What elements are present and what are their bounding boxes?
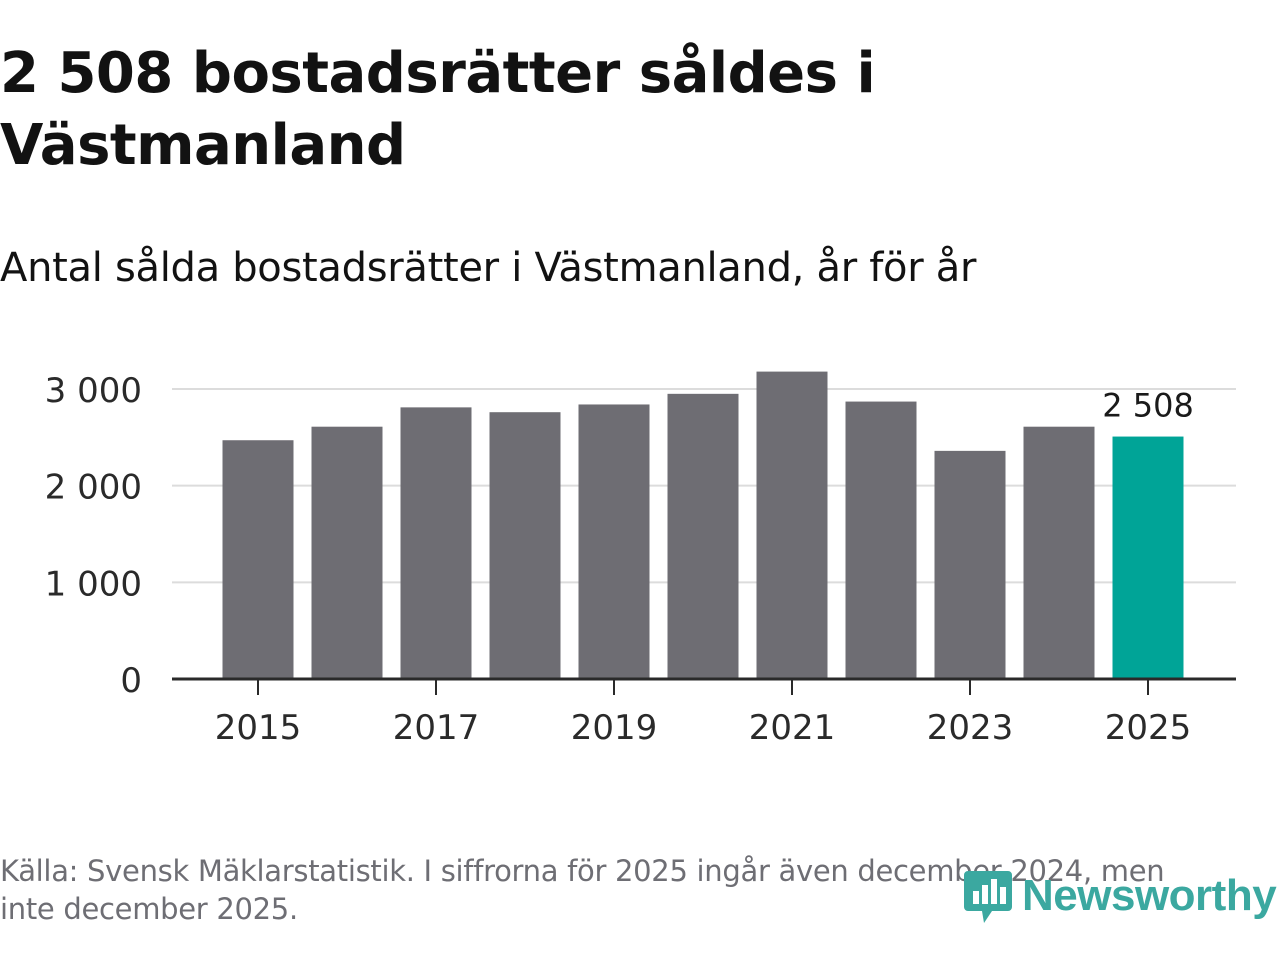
chart-title: 2 508 bostadsrätter såldes i Västmanland <box>0 41 876 178</box>
bars <box>222 371 1184 679</box>
bar-2017 <box>400 407 472 679</box>
x-tick-label: 2019 <box>571 708 658 748</box>
bar-2015 <box>222 440 294 679</box>
bar-2025 <box>1112 436 1184 679</box>
bar-2022 <box>845 401 917 679</box>
x-tick-label: 2023 <box>927 708 1014 748</box>
y-tick-label: 0 <box>120 661 142 701</box>
data-label-highlight: 2 508 <box>1102 387 1194 425</box>
x-axis <box>172 677 1236 695</box>
x-tick-label: 2015 <box>215 708 302 748</box>
y-axis-labels: 0 1 000 2 000 3 000 <box>45 371 142 701</box>
annotations: 2 508 <box>1102 387 1194 425</box>
bar-2020 <box>667 393 739 679</box>
bar-2019 <box>578 404 650 679</box>
y-tick-label: 2 000 <box>45 468 142 508</box>
y-tick-label: 1 000 <box>45 564 142 604</box>
bar-2021 <box>756 371 828 679</box>
x-axis-labels: 2015 2017 2019 2021 2023 2025 <box>215 708 1192 748</box>
chart-subtitle: Antal sålda bostadsrätter i Västmanland,… <box>0 245 977 291</box>
bar-2024 <box>1023 426 1095 679</box>
bar-2018 <box>489 412 561 679</box>
bar-2023 <box>934 450 1006 679</box>
x-tick-label: 2017 <box>393 708 480 748</box>
newsworthy-logo-text: Newsworthy <box>1022 871 1277 920</box>
newsworthy-logo-icon <box>964 871 1012 923</box>
x-tick-label: 2025 <box>1105 708 1192 748</box>
x-tick-label: 2021 <box>749 708 836 748</box>
newsworthy-logo: Newsworthy <box>962 864 1277 928</box>
bar-2016 <box>311 426 383 679</box>
y-tick-label: 3 000 <box>45 371 142 411</box>
